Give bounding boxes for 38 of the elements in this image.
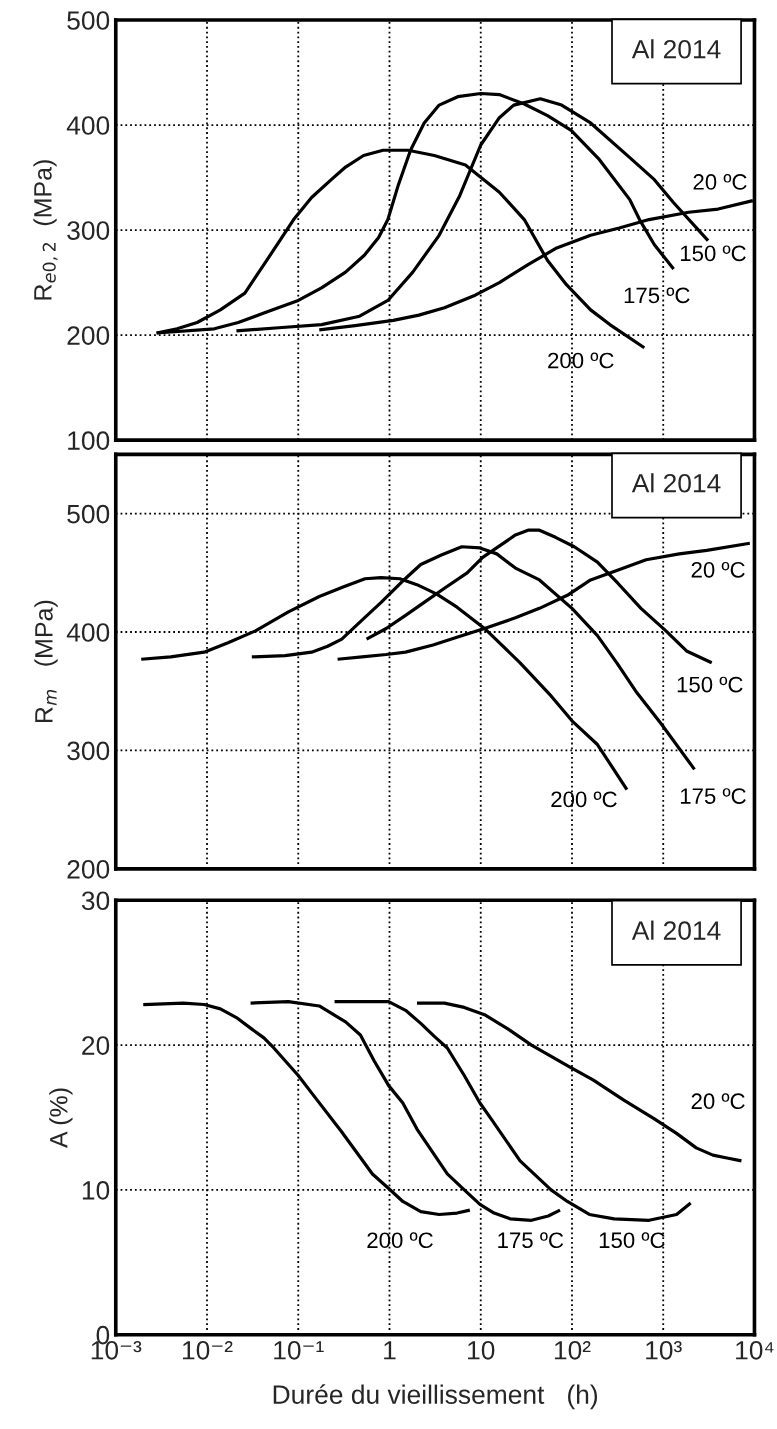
y-axis-title: R$_{e0,2}$ (MPa) xyxy=(33,160,58,300)
series-label: 200 ºC xyxy=(367,1232,433,1249)
y-tick-label: 200 xyxy=(67,326,110,345)
series-label: 150 ºC xyxy=(677,676,743,693)
series-label: 20 ºC xyxy=(691,1093,745,1110)
x-tick-label: 10⁴ xyxy=(736,1340,774,1360)
annotation: Al 2014 xyxy=(631,39,721,59)
series-label: 175 ºC xyxy=(498,1232,564,1249)
y-tick-label: 200 xyxy=(67,859,110,879)
series-label: 20 ºC xyxy=(691,561,745,578)
y-tick-label: 30 xyxy=(81,891,110,911)
x-tick-label: 10 xyxy=(468,1340,495,1360)
y-tick-label: 300 xyxy=(67,741,110,761)
x-tick-label: 1 xyxy=(384,1341,396,1360)
text: R$_{m}$ (MPa) xyxy=(34,600,58,723)
y-tick-label: 300 xyxy=(67,221,110,240)
x-tick-label: 10² xyxy=(554,1340,591,1360)
series-label: 200 ºC xyxy=(551,791,617,808)
x-tick-label: 10⁻² xyxy=(182,1340,233,1360)
y-tick-label: 500 xyxy=(67,11,110,30)
series-label: 150 ºC xyxy=(680,245,746,262)
x-tick-label: 10³ xyxy=(646,1340,682,1360)
series-label: 175 ºC xyxy=(624,287,690,304)
annotation: Al 2014 xyxy=(631,920,721,940)
y-tick-label: 500 xyxy=(67,504,110,524)
series-label: 20 ºC xyxy=(693,174,747,190)
series-label: 150 ºC xyxy=(599,1232,665,1249)
series-label: 175 ºC xyxy=(680,788,746,804)
y-tick-label: 10 xyxy=(82,1181,110,1200)
x-axis-title: Durée du vieillissement (h) xyxy=(273,1384,598,1410)
y-tick-label: 400 xyxy=(66,116,110,135)
y-tick-label: 100 xyxy=(68,431,110,450)
y-tick-label: 400 xyxy=(66,623,110,642)
x-tick-label: 10⁻¹ xyxy=(274,1340,324,1360)
y-tick-label: 20 xyxy=(82,1036,110,1055)
y-axis-title: A (%) xyxy=(49,1088,73,1148)
series-label: 200 ºC xyxy=(548,352,614,369)
annotation: Al 2014 xyxy=(631,473,721,493)
